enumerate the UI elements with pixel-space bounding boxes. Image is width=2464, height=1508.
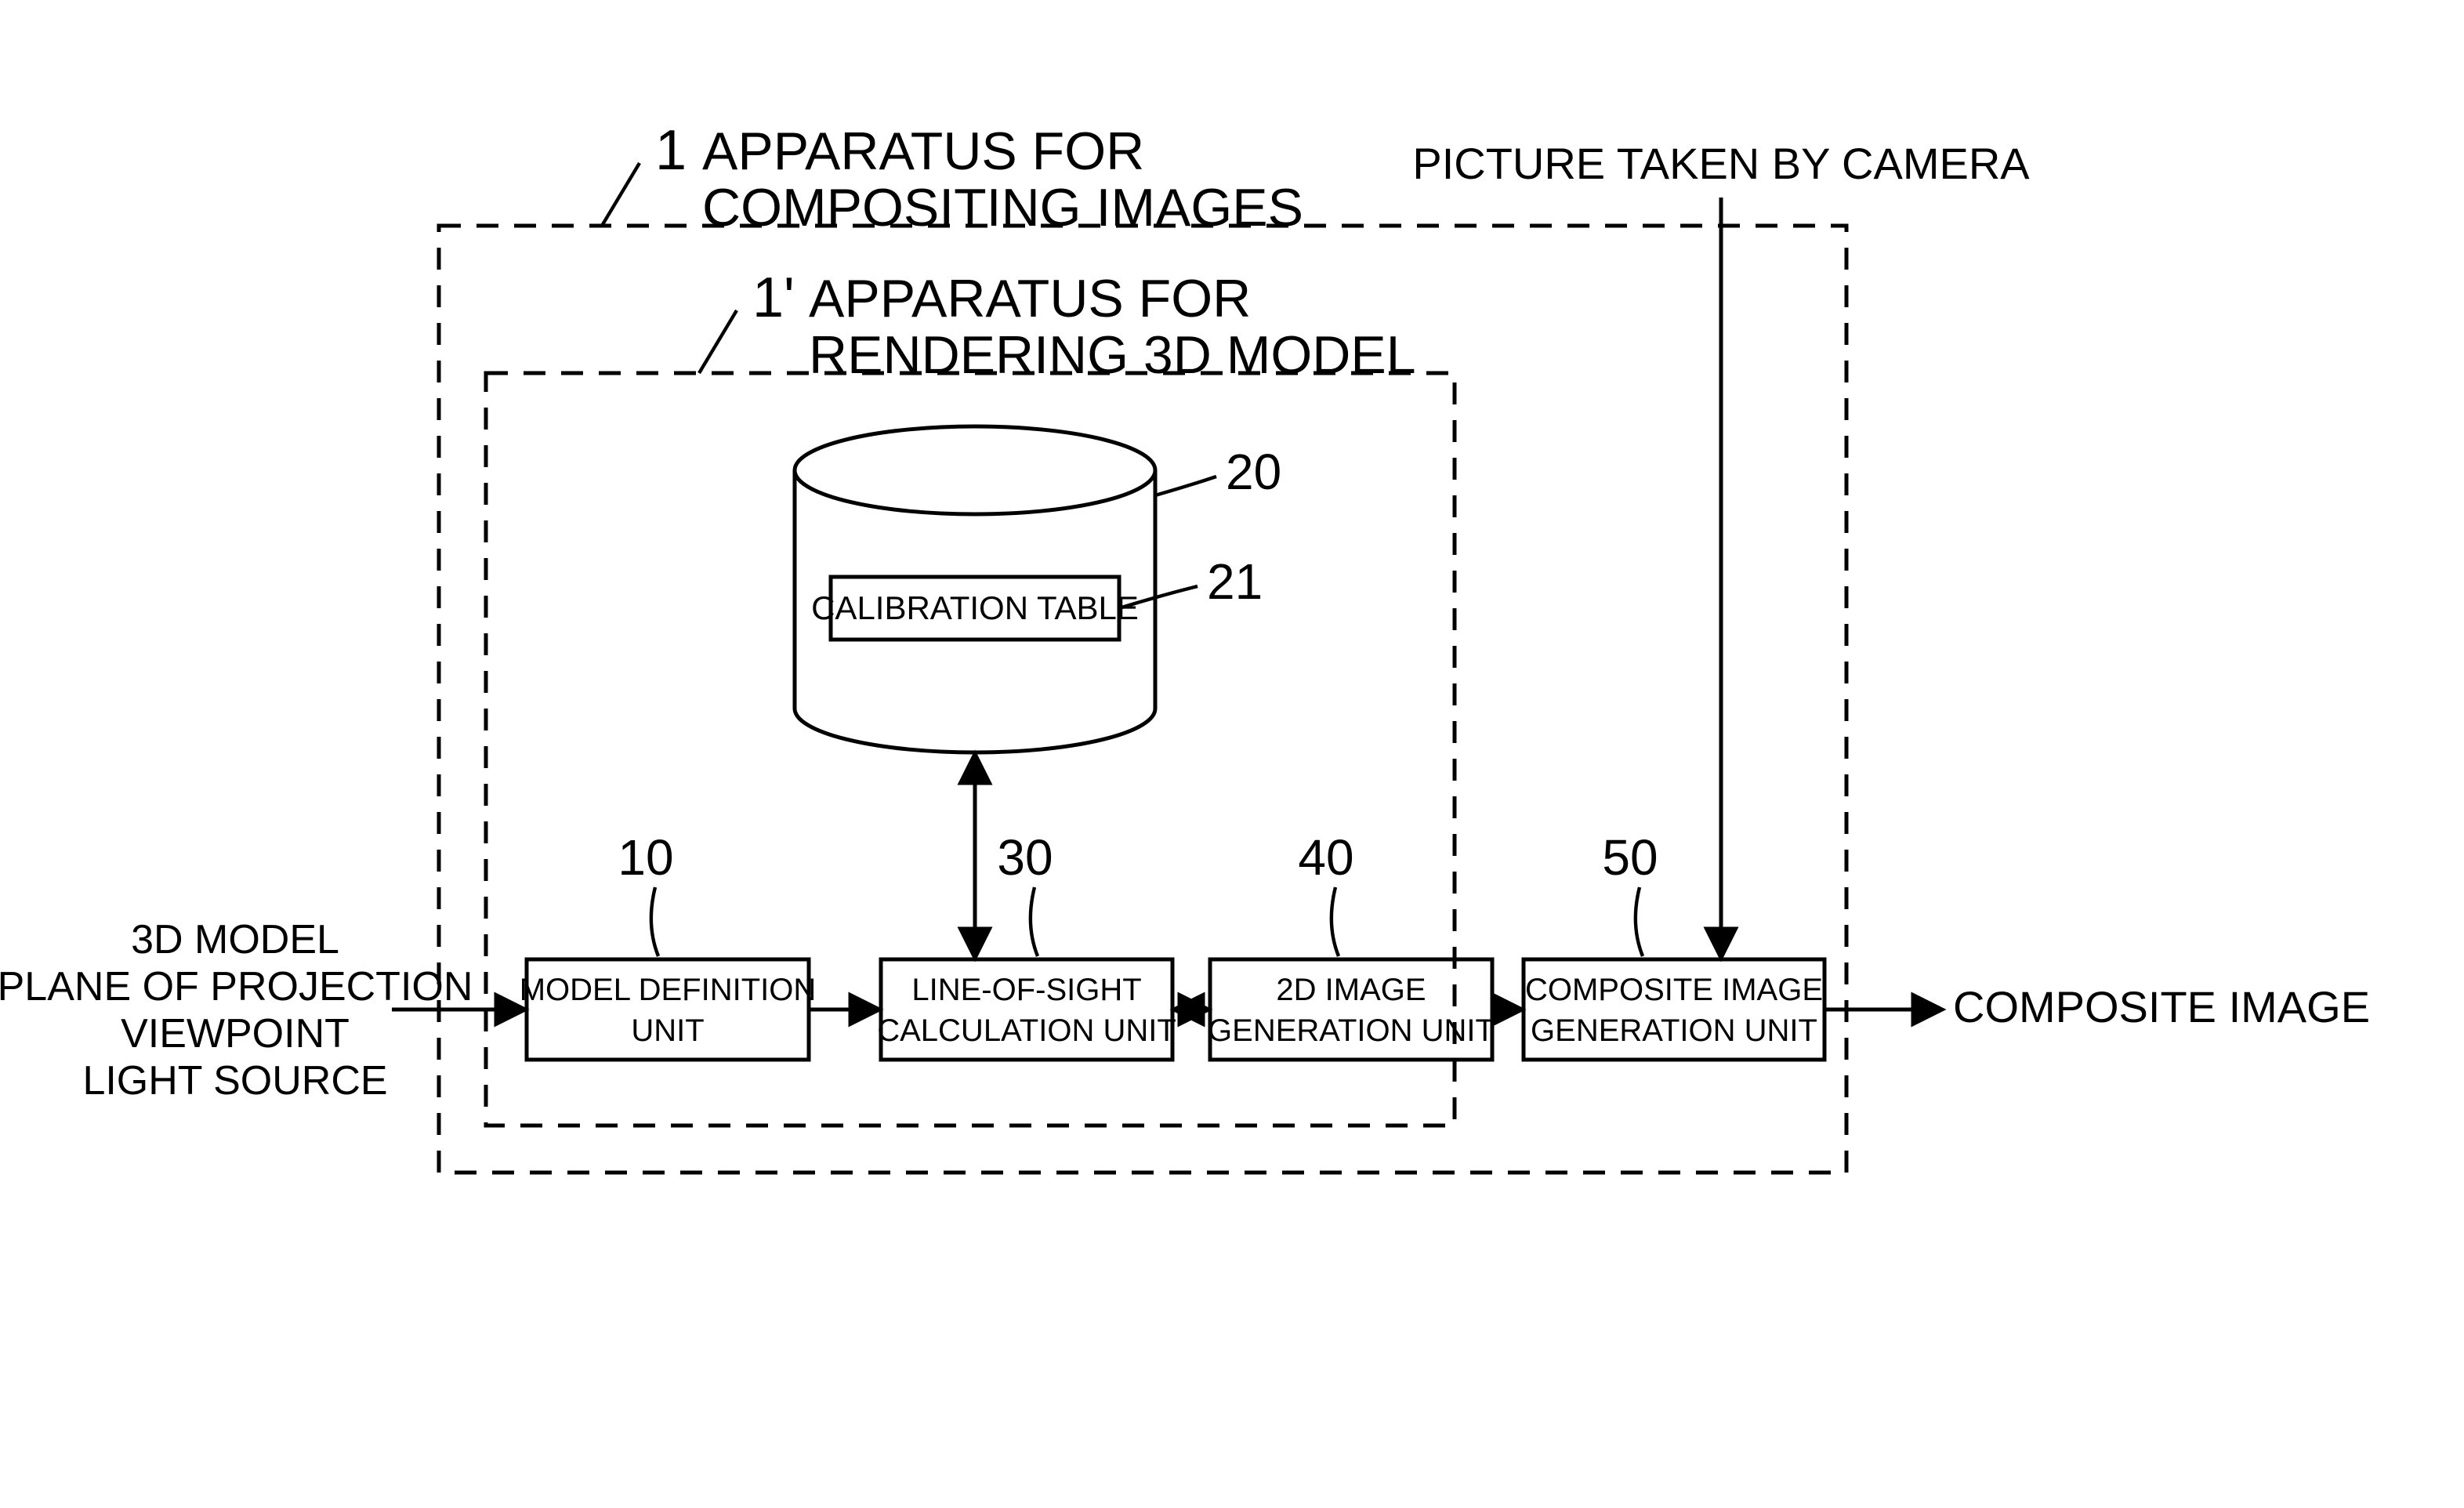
outer-label-l1: APPARATUS FOR — [702, 121, 1144, 181]
inner-ref: 1' — [752, 266, 795, 329]
unit-30: LINE-OF-SIGHT CALCULATION UNIT — [877, 959, 1176, 1060]
calibration-table-label: CALIBRATION TABLE — [811, 589, 1139, 626]
input-l4: LIGHT SOURCE — [82, 1058, 387, 1104]
inner-label-l1: APPARATUS FOR — [809, 269, 1251, 328]
unit-40-ref: 40 — [1298, 829, 1353, 886]
unit-10: MODEL DEFINITION UNIT — [520, 959, 817, 1060]
inner-label-l2: RENDERING 3D MODEL — [809, 325, 1416, 385]
inner-dashed-box — [486, 373, 1455, 1126]
calibration-ref: 21 — [1207, 553, 1263, 610]
unit-30-line1: LINE-OF-SIGHT — [911, 973, 1141, 1007]
unit-30-line2: CALCULATION UNIT — [877, 1013, 1176, 1048]
unit-50-ref: 50 — [1602, 829, 1658, 886]
unit-50-line2: GENERATION UNIT — [1531, 1013, 1817, 1048]
output-label: COMPOSITE IMAGE — [1953, 982, 2370, 1031]
unit-40-line1: 2D IMAGE — [1276, 973, 1426, 1007]
unit-10-line2: UNIT — [631, 1013, 704, 1048]
diagram-root: 1 APPARATUS FOR COMPOSITING IMAGES 1' AP… — [0, 0, 2464, 1508]
leader-20 — [1155, 477, 1216, 495]
leader-50 — [1636, 887, 1643, 956]
unit-50-line1: COMPOSITE IMAGE — [1525, 973, 1823, 1007]
unit-30-ref: 30 — [997, 829, 1053, 886]
unit-40: 2D IMAGE GENERATION UNIT — [1208, 959, 1495, 1060]
input-l3: VIEWPOINT — [121, 1011, 350, 1057]
outer-ref: 1 — [655, 119, 687, 182]
leader-30 — [1031, 887, 1038, 956]
input-l1: 3D MODEL — [131, 917, 339, 962]
unit-50: COMPOSITE IMAGE GENERATION UNIT — [1524, 959, 1824, 1060]
leader-1p — [699, 310, 737, 373]
leader-10 — [651, 887, 658, 956]
leader-1 — [602, 163, 640, 226]
cylinder-db: CALIBRATION TABLE — [795, 426, 1155, 752]
leader-40 — [1332, 887, 1339, 956]
unit-40-line2: GENERATION UNIT — [1208, 1013, 1495, 1048]
input-l2: PLANE OF PROJECTION — [0, 964, 473, 1010]
unit-10-line1: MODEL DEFINITION — [520, 973, 817, 1007]
outer-label-l2: COMPOSITING IMAGES — [702, 178, 1303, 237]
camera-label: PICTURE TAKEN BY CAMERA — [1412, 139, 2030, 188]
cylinder-ref: 20 — [1226, 444, 1281, 500]
unit-10-ref: 10 — [618, 829, 673, 886]
